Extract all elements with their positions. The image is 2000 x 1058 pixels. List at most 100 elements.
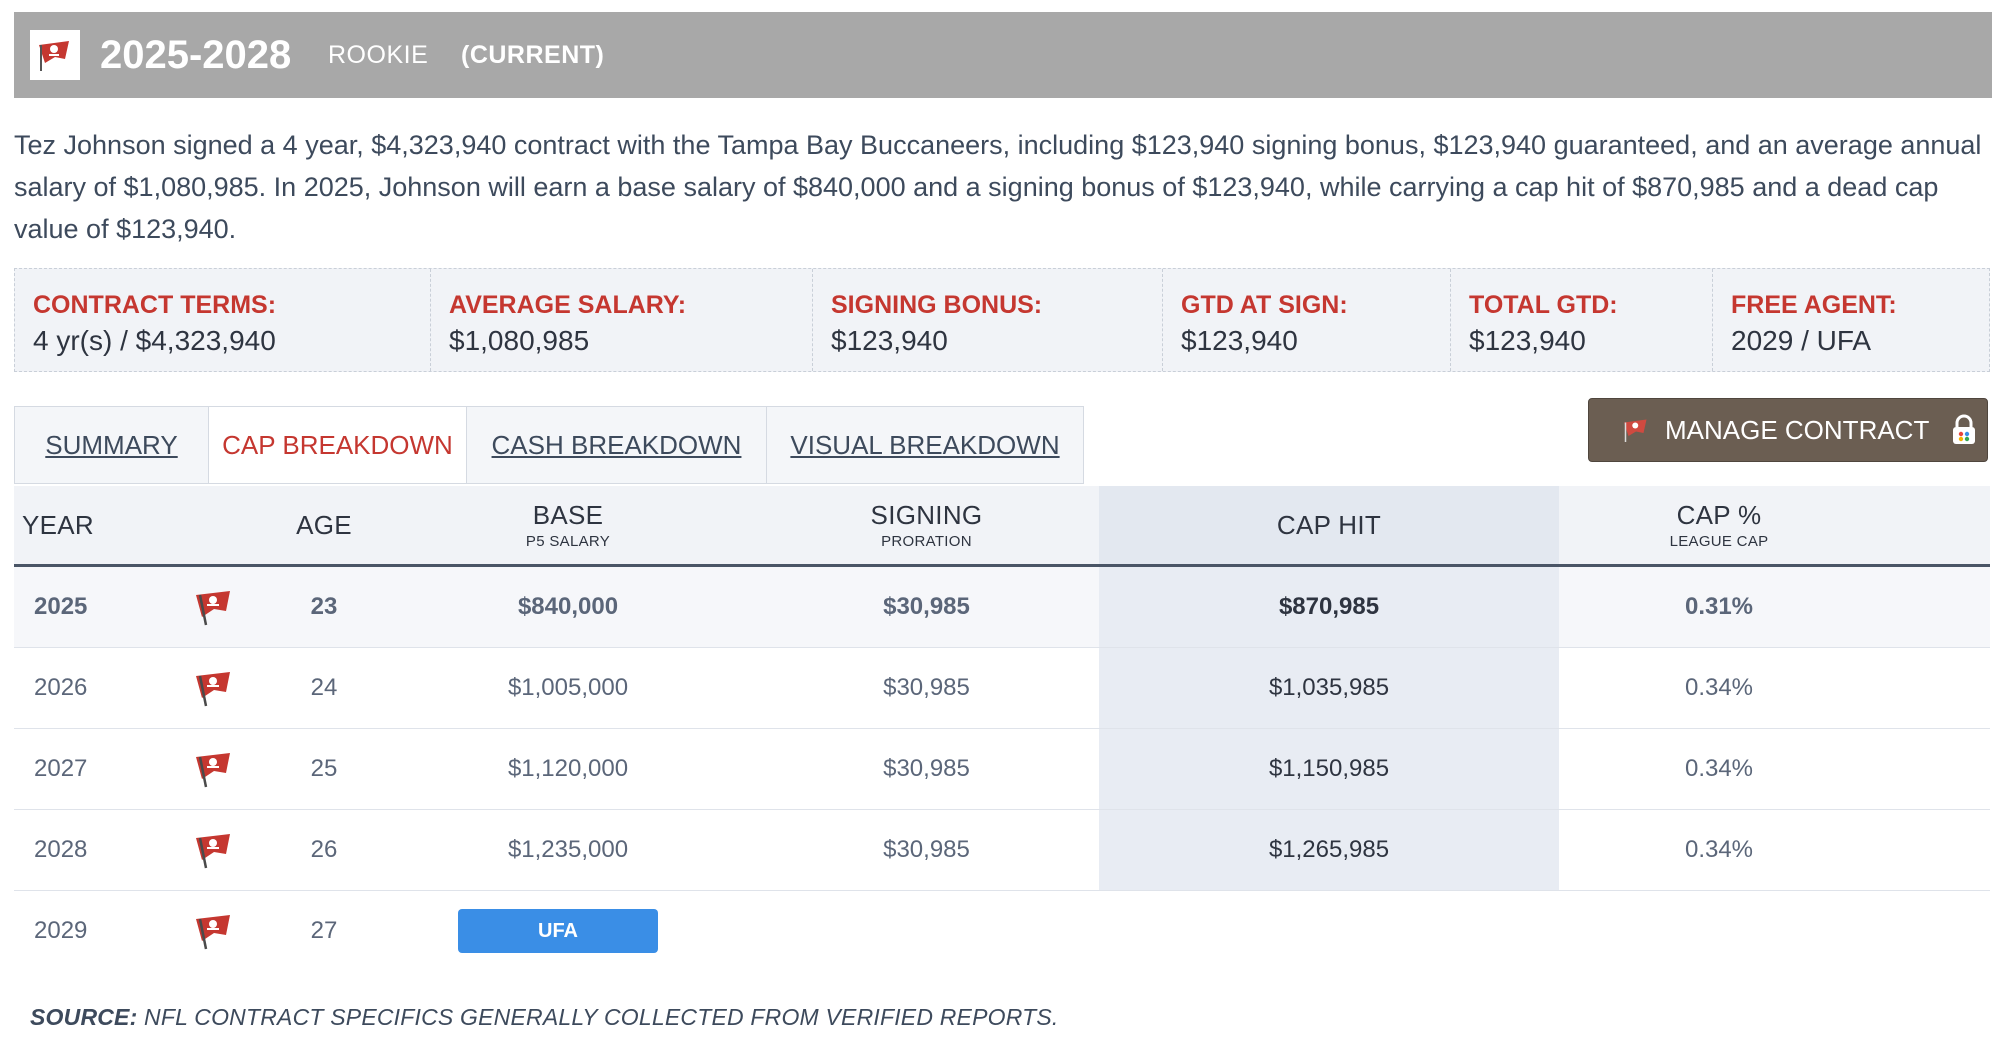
buccaneers-flag-icon [1624,419,1647,442]
term-value: $1,080,985 [449,325,590,356]
team-logo-cell [184,567,244,647]
manage-contract-button[interactable]: MANAGE CONTRACT [1588,398,1988,462]
term-label: GTD AT SIGN: [1181,291,1348,319]
header-cap-pct-label: CAP % [1676,500,1762,530]
term-free-agent: FREE AGENT: 2029 / UFA [1713,269,1989,371]
cell-cap-hit: $1,150,985 [1268,755,1390,782]
term-signing-bonus: SIGNING BONUS: $123,940 [813,269,1163,371]
cell-year: 2027 [34,755,88,782]
tab-visual-breakdown[interactable]: VISUAL BREAKDOWN [767,407,1083,483]
cap-hit-cell-bg [1099,729,1559,809]
table-row-free-agent: 2029 27 UFA [14,891,1990,971]
cell-cap-hit: $870,985 [1278,593,1380,620]
tab-summary[interactable]: SUMMARY [15,407,209,483]
term-value: $123,940 [831,325,948,356]
cell-cap-hit: $1,035,985 [1268,674,1390,701]
header-age[interactable]: AGE [264,486,384,564]
cell-signing: $30,985 [883,674,970,701]
header-cap-hit-label: CAP HIT [1276,509,1382,540]
cap-hit-header-highlight [1099,486,1559,564]
cap-hit-cell-bg [1099,648,1559,728]
header-signing-sublabel: PRORATION [881,533,972,550]
source-note: SOURCE: NFL CONTRACT SPECIFICS GENERALLY… [30,1004,1059,1031]
header-base-sublabel: P5 SALARY [525,533,611,550]
table-header: YEAR AGE BASE P5 SALARY SIGNING PRORATIO… [14,486,1990,567]
contract-years: 2025-2028 [100,33,292,77]
table-row: 2026 24 $1,005,000 $30,985 $1,035,985 0.… [14,648,1990,729]
contract-description: Tez Johnson signed a 4 year, $4,323,940 … [14,130,1982,244]
cell-signing: $30,985 [883,593,970,620]
team-logo [30,30,80,80]
cell-age: 24 [310,674,338,701]
header-cap-pct[interactable]: CAP % LEAGUE CAP [1559,486,1879,564]
cell-year: 2026 [34,674,88,701]
contract-status: (CURRENT) [461,41,605,69]
source-text: NFL CONTRACT SPECIFICS GENERALLY COLLECT… [137,1004,1059,1030]
header-age-label: AGE [296,509,352,540]
team-logo-cell [184,891,244,971]
cell-base: $1,120,000 [507,755,629,782]
source-label: SOURCE: [30,1004,138,1030]
cell-year: 2028 [34,836,88,863]
contract-terms: CONTRACT TERMS: 4 yr(s) / $4,323,940 AVE… [14,268,1990,372]
term-value: $123,940 [1181,325,1298,356]
cell-cap-pct: 0.34% [1684,836,1754,863]
tab-cap-breakdown[interactable]: CAP BREAKDOWN [209,407,467,483]
cell-age: 26 [310,836,338,863]
cell-cap-hit: $1,265,985 [1268,836,1390,863]
header-year-label: YEAR [22,509,95,540]
buccaneers-flag-icon [39,41,69,71]
term-value: $123,940 [1469,325,1586,356]
breakdown-tabs: SUMMARY CAP BREAKDOWN CASH BREAKDOWN VIS… [14,406,1084,484]
term-label: TOTAL GTD: [1469,291,1618,319]
buccaneers-flag-icon [196,672,230,707]
cell-base: $1,235,000 [507,836,629,863]
manage-contract-label: MANAGE CONTRACT [1665,414,1930,445]
header-cap-hit[interactable]: CAP HIT [1099,486,1559,564]
team-logo-cell [184,648,244,728]
header-cap-pct-sublabel: LEAGUE CAP [1669,533,1769,550]
buccaneers-flag-icon [196,591,230,626]
header-year[interactable]: YEAR [22,486,142,564]
cap-breakdown-table: YEAR AGE BASE P5 SALARY SIGNING PRORATIO… [14,486,1990,971]
term-value: 4 yr(s) / $4,323,940 [33,325,276,356]
header-signing[interactable]: SIGNING PRORATION [754,486,1099,564]
term-label: CONTRACT TERMS: [33,291,277,319]
term-label: FREE AGENT: [1731,291,1897,319]
buccaneers-flag-icon [196,834,230,869]
cell-cap-pct: 0.34% [1684,755,1754,782]
term-label: SIGNING BONUS: [831,291,1043,319]
cell-base: $1,005,000 [507,674,629,701]
header-base-label: BASE [532,500,604,530]
cell-base: $840,000 [517,593,619,620]
cap-hit-cell-bg [1099,810,1559,890]
term-contract-terms: CONTRACT TERMS: 4 yr(s) / $4,323,940 [15,269,431,371]
cap-hit-cell-bg [1099,567,1559,647]
contract-header: 2025-2028 ROOKIE (CURRENT) [14,12,1992,98]
term-value: 2029 / UFA [1731,325,1872,356]
buccaneers-flag-icon [196,753,230,788]
buccaneers-flag-icon [196,915,230,950]
team-logo-cell [184,729,244,809]
cell-cap-pct: 0.34% [1684,674,1754,701]
cell-year: 2025 [34,593,88,620]
cell-signing: $30,985 [883,755,970,782]
header-base[interactable]: BASE P5 SALARY [408,486,728,564]
table-row: 2027 25 $1,120,000 $30,985 $1,150,985 0.… [14,729,1990,810]
table-row: 2028 26 $1,235,000 $30,985 $1,265,985 0.… [14,810,1990,891]
ufa-badge: UFA [458,909,658,953]
lock-icon [1953,414,1976,444]
team-logo-cell [184,810,244,890]
term-average-salary: AVERAGE SALARY: $1,080,985 [431,269,813,371]
contract-type: ROOKIE [328,41,429,69]
term-gtd-at-sign: GTD AT SIGN: $123,940 [1163,269,1451,371]
header-signing-label: SIGNING [870,500,983,530]
cell-cap-pct: 0.31% [1684,593,1754,620]
cell-signing: $30,985 [883,836,970,863]
table-row: 2025 23 $840,000 $30,985 $870,985 0.31% [14,567,1990,648]
cell-age: 27 [310,917,338,944]
cell-age: 25 [310,755,338,782]
tab-cash-breakdown[interactable]: CASH BREAKDOWN [467,407,767,483]
cell-age: 23 [310,593,338,620]
